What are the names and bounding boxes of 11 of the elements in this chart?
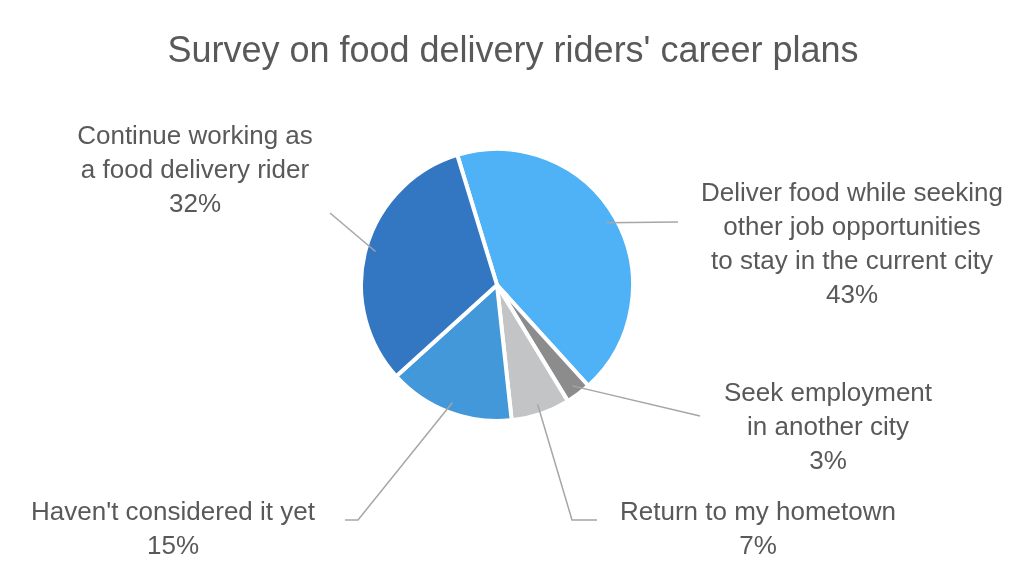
data-label: 32% bbox=[168, 188, 222, 218]
slice-label: Deliver food while seeking other job opportunities to stay in the current city bbox=[700, 177, 1004, 275]
chart-title: Survey on food delivery riders' career plans bbox=[167, 29, 859, 70]
data-label: 43% bbox=[825, 279, 879, 309]
slice-label: Seek employment in another city bbox=[723, 377, 933, 441]
data-label: 3% bbox=[809, 445, 847, 475]
data-label: 7% bbox=[739, 530, 777, 560]
data-label: 15% bbox=[146, 530, 200, 560]
slice-label: Return to my hometown bbox=[619, 496, 897, 526]
slice-label: Haven't considered it yet bbox=[31, 496, 316, 526]
slice-label: Continue working as a food delivery rider bbox=[77, 120, 313, 184]
